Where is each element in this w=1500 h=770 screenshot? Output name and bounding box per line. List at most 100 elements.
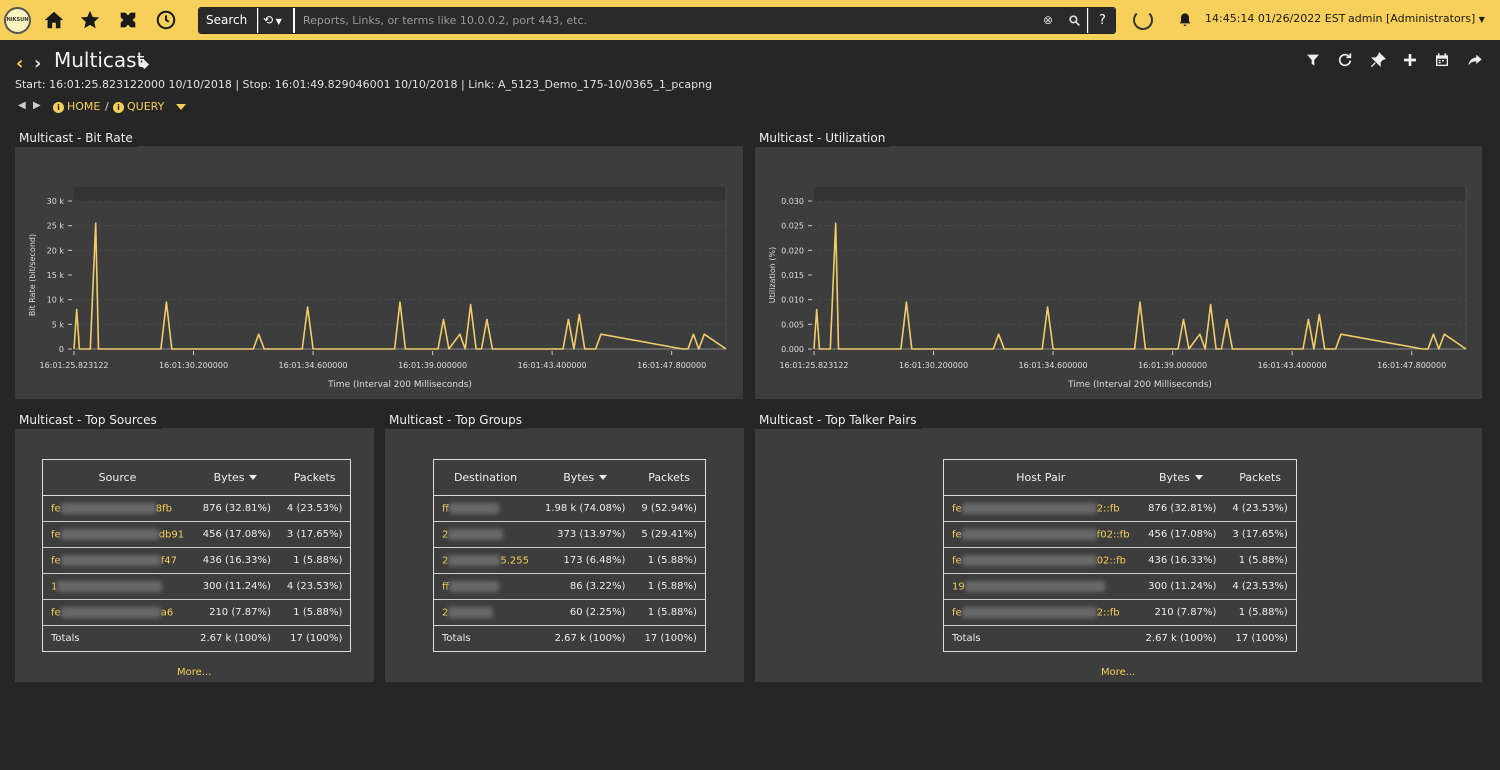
host-pair-cell[interactable]: fe 2::fb <box>943 495 1138 522</box>
host-pair-cell[interactable]: fe 2::fb <box>943 599 1138 626</box>
cell-suffix: 2::fb <box>1096 607 1120 619</box>
source-cell[interactable]: fe db91 <box>42 521 193 548</box>
table-row[interactable]: fe a6 210 (7.87%) 1 (5.88%) <box>42 599 351 626</box>
cell-prefix: ff <box>442 581 449 593</box>
series-line <box>813 222 1467 350</box>
search-type-dropdown[interactable]: Search ▼ <box>199 8 257 33</box>
table-row[interactable]: 19 300 (11.24%) 4 (23.53%) <box>943 573 1297 600</box>
y-tick-label: 0.030 <box>781 197 804 206</box>
table-row[interactable]: ff 1.98 k (74.08%) 9 (52.94%) <box>433 495 706 522</box>
pin-icon[interactable] <box>1370 52 1386 68</box>
bitrate-panel: 0 5 k 10 k 15 k 20 k 25 k 30 k 16:01:25.823122 1… <box>15 146 743 399</box>
packets-cell: 4 (23.53%) <box>278 495 351 522</box>
series-line <box>73 222 727 350</box>
column-header-bytes[interactable]: Bytes <box>192 459 279 496</box>
tools-icon[interactable] <box>117 9 139 31</box>
x-axis-label: Time (Interval 200 Milliseconds) <box>1067 380 1212 390</box>
column-header-packets[interactable]: Packets <box>1224 459 1297 496</box>
table-row[interactable]: fe f47 436 (16.33%) 1 (5.88%) <box>42 547 351 574</box>
bytes-cell: 60 (2.25%) <box>537 599 634 626</box>
cell-prefix: 2 <box>442 607 449 619</box>
back-arrow-icon[interactable]: ‹ <box>16 53 24 74</box>
source-cell[interactable]: fe f47 <box>42 547 193 574</box>
packets-cell: 9 (52.94%) <box>633 495 706 522</box>
column-header-bytes[interactable]: Bytes <box>537 459 634 496</box>
sources-more-link[interactable]: More... <box>177 667 212 678</box>
redacted-address <box>448 606 494 618</box>
tag-icon[interactable] <box>138 55 150 69</box>
refresh-icon[interactable] <box>1337 52 1353 68</box>
host-pair-cell[interactable]: fe 02::fb <box>943 547 1138 574</box>
search-history-dropdown[interactable]: ⟲ ▼ <box>258 8 293 33</box>
host-pair-cell[interactable]: 19 <box>943 573 1138 600</box>
y-tick-label: 0.015 <box>781 271 804 280</box>
forward-arrow-icon[interactable]: › <box>34 53 42 74</box>
column-header-destination[interactable]: Destination <box>433 459 538 496</box>
table-row[interactable]: fe 02::fb 436 (16.33%) 1 (5.88%) <box>943 547 1297 574</box>
user-menu[interactable]: admin [Administrators] ▼ <box>1348 12 1485 25</box>
table-row[interactable]: fe 2::fb 210 (7.87%) 1 (5.88%) <box>943 599 1297 626</box>
column-header-packets[interactable]: Packets <box>633 459 706 496</box>
y-tick-label: 0.010 <box>781 296 804 305</box>
user-label: admin [Administrators] <box>1348 12 1476 25</box>
star-icon[interactable] <box>79 9 101 31</box>
redacted-address <box>961 606 1097 618</box>
host-pair-cell[interactable]: fe f02::fb <box>943 521 1138 548</box>
table-header-row: Destination Bytes Packets <box>433 459 706 496</box>
breadcrumb-forward-icon[interactable]: ▶ <box>33 100 41 111</box>
cell-prefix: 19 <box>952 581 965 593</box>
destination-cell[interactable]: 2 5.255 <box>433 547 538 574</box>
clear-search-icon[interactable]: ⊗ <box>1035 8 1061 33</box>
table-row[interactable]: 2 60 (2.25%) 1 (5.88%) <box>433 599 706 626</box>
breadcrumb-caret-icon[interactable] <box>176 104 186 110</box>
breadcrumb-back-icon[interactable]: ◀ <box>18 100 26 111</box>
calendar-icon[interactable] <box>1434 52 1450 68</box>
help-button[interactable]: ? <box>1088 8 1115 33</box>
table-row[interactable]: fe f02::fb 456 (17.08%) 3 (17.65%) <box>943 521 1297 548</box>
redacted-address <box>57 580 163 592</box>
x-tick-label: 16:01:30.200000 <box>159 361 228 370</box>
source-cell[interactable]: fe 8fb <box>42 495 193 522</box>
search-type-label: Search <box>206 13 248 27</box>
talkers-more-link[interactable]: More... <box>1101 667 1136 678</box>
info-icon: i <box>53 102 64 113</box>
redacted-address <box>60 554 161 566</box>
redacted-address <box>448 502 499 514</box>
add-icon[interactable] <box>1402 52 1418 68</box>
table-row[interactable]: fe 8fb 876 (32.81%) 4 (23.53%) <box>42 495 351 522</box>
niksun-logo[interactable]: NIKSUN <box>4 7 31 34</box>
table-row[interactable]: 2 373 (13.97%) 5 (29.41%) <box>433 521 706 548</box>
totals-label: Totals <box>943 625 1138 652</box>
source-cell[interactable]: 1 <box>42 573 193 600</box>
destination-cell[interactable]: ff <box>433 573 538 600</box>
destination-cell[interactable]: 2 <box>433 521 538 548</box>
home-icon[interactable] <box>43 9 65 31</box>
bytes-cell: 210 (7.87%) <box>1137 599 1225 626</box>
search-icon[interactable] <box>1061 8 1087 33</box>
column-header-host-pair[interactable]: Host Pair <box>943 459 1138 496</box>
x-axis-label: Time (Interval 200 Milliseconds) <box>327 380 472 390</box>
table-row[interactable]: 2 5.255 173 (6.48%) 1 (5.88%) <box>433 547 706 574</box>
destination-cell[interactable]: ff <box>433 495 538 522</box>
table-row[interactable]: fe 2::fb 876 (32.81%) 4 (23.53%) <box>943 495 1297 522</box>
column-header-source[interactable]: Source <box>42 459 193 496</box>
page-title: Multicast <box>54 48 145 72</box>
filter-icon[interactable] <box>1305 52 1321 68</box>
breadcrumb-query[interactable]: i QUERY <box>113 100 164 113</box>
cell-suffix: a6 <box>160 607 174 619</box>
table-row[interactable]: ff 86 (3.22%) 1 (5.88%) <box>433 573 706 600</box>
destination-cell[interactable]: 2 <box>433 599 538 626</box>
share-icon[interactable] <box>1467 52 1483 68</box>
bell-icon[interactable] <box>1177 11 1193 29</box>
table-row[interactable]: 1 300 (11.24%) 4 (23.53%) <box>42 573 351 600</box>
breadcrumb-home[interactable]: i HOME <box>53 100 100 113</box>
x-tick-label: 16:01:39.000000 <box>398 361 467 370</box>
column-header-packets[interactable]: Packets <box>278 459 351 496</box>
column-header-bytes[interactable]: Bytes <box>1137 459 1225 496</box>
clock-icon[interactable] <box>155 9 177 31</box>
table-row[interactable]: fe db91 456 (17.08%) 3 (17.65%) <box>42 521 351 548</box>
search-input[interactable] <box>295 8 1035 33</box>
top-sources-table: Source Bytes Packets fe 8fb 876 (32.81%) … <box>42 459 352 652</box>
x-tick-label: 16:01:47.800000 <box>1377 361 1446 370</box>
source-cell[interactable]: fe a6 <box>42 599 193 626</box>
